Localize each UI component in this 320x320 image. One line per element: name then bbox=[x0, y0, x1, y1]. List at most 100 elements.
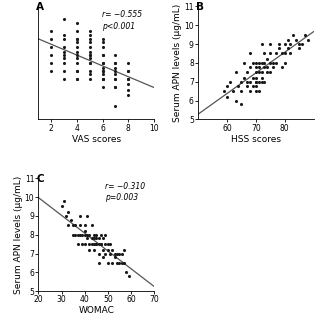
Point bbox=[100, 84, 105, 90]
Point bbox=[61, 60, 67, 66]
Point bbox=[253, 64, 258, 69]
Point bbox=[253, 76, 258, 81]
Point bbox=[259, 70, 264, 75]
Point bbox=[230, 89, 235, 94]
Point bbox=[279, 51, 284, 56]
X-axis label: HSS scores: HSS scores bbox=[231, 135, 281, 144]
Point bbox=[126, 76, 131, 82]
Point bbox=[87, 28, 92, 33]
Point bbox=[87, 39, 92, 44]
Point bbox=[84, 236, 90, 241]
Point bbox=[105, 242, 110, 247]
Point bbox=[74, 52, 79, 57]
Point bbox=[276, 42, 282, 47]
Point bbox=[285, 45, 290, 50]
Point bbox=[74, 49, 79, 54]
Point bbox=[282, 42, 287, 47]
Point bbox=[110, 247, 115, 252]
Point bbox=[61, 198, 66, 203]
Point bbox=[100, 60, 105, 66]
Point bbox=[87, 44, 92, 49]
Point bbox=[297, 45, 302, 50]
Text: B: B bbox=[196, 2, 204, 12]
Point bbox=[262, 51, 267, 56]
Point bbox=[253, 79, 258, 84]
Point bbox=[87, 60, 92, 66]
Point bbox=[75, 242, 80, 247]
X-axis label: VAS scores: VAS scores bbox=[72, 135, 121, 144]
Point bbox=[276, 45, 282, 50]
Point bbox=[66, 223, 71, 228]
Point bbox=[126, 68, 131, 74]
Point bbox=[291, 32, 296, 37]
Point bbox=[96, 236, 101, 241]
Point bbox=[244, 70, 250, 75]
Point bbox=[282, 60, 287, 66]
Point bbox=[49, 52, 54, 57]
Point bbox=[113, 65, 118, 70]
Point bbox=[74, 28, 79, 33]
Point bbox=[100, 36, 105, 41]
Point bbox=[268, 70, 273, 75]
Point bbox=[87, 72, 92, 77]
Point bbox=[82, 228, 87, 234]
Point bbox=[126, 274, 131, 279]
Point bbox=[74, 39, 79, 44]
Point bbox=[70, 223, 76, 228]
Text: A: A bbox=[36, 2, 44, 12]
Point bbox=[239, 102, 244, 107]
Point bbox=[302, 32, 308, 37]
Point bbox=[61, 36, 67, 41]
Point bbox=[59, 204, 64, 209]
Point bbox=[98, 232, 103, 237]
Point bbox=[247, 64, 252, 69]
Point bbox=[61, 68, 67, 74]
Point bbox=[61, 17, 67, 22]
Point bbox=[87, 49, 92, 54]
Point bbox=[271, 60, 276, 66]
Point bbox=[233, 98, 238, 103]
Point bbox=[94, 232, 99, 237]
Point bbox=[66, 210, 71, 215]
Point bbox=[259, 42, 264, 47]
Point bbox=[100, 76, 105, 82]
Text: r= −0.310
p=0.003: r= −0.310 p=0.003 bbox=[106, 181, 146, 202]
Point bbox=[113, 60, 118, 66]
Point bbox=[117, 260, 122, 266]
Point bbox=[253, 79, 258, 84]
Point bbox=[126, 81, 131, 86]
Point bbox=[262, 64, 267, 69]
Point bbox=[112, 255, 117, 260]
Point bbox=[268, 42, 273, 47]
Point bbox=[253, 89, 258, 94]
Point bbox=[91, 242, 96, 247]
Point bbox=[115, 251, 120, 256]
Point bbox=[113, 104, 118, 109]
Point bbox=[113, 60, 118, 66]
Point bbox=[84, 213, 90, 219]
Point bbox=[61, 49, 67, 54]
Point bbox=[73, 232, 78, 237]
Point bbox=[113, 84, 118, 90]
Point bbox=[74, 68, 79, 74]
Point bbox=[262, 60, 267, 66]
Point bbox=[227, 79, 232, 84]
Point bbox=[94, 242, 99, 247]
Point bbox=[87, 52, 92, 57]
Point bbox=[282, 51, 287, 56]
Point bbox=[126, 60, 131, 66]
Point bbox=[105, 247, 110, 252]
Point bbox=[49, 28, 54, 33]
Point bbox=[259, 60, 264, 66]
Point bbox=[285, 38, 290, 43]
Point bbox=[259, 76, 264, 81]
Point bbox=[87, 68, 92, 74]
Point bbox=[268, 60, 273, 66]
Point bbox=[100, 60, 105, 66]
Y-axis label: Serum APN levels (μg/mL): Serum APN levels (μg/mL) bbox=[13, 176, 22, 294]
Point bbox=[80, 232, 85, 237]
Point bbox=[119, 251, 124, 256]
Point bbox=[265, 64, 270, 69]
Point bbox=[74, 20, 79, 25]
Point bbox=[256, 89, 261, 94]
